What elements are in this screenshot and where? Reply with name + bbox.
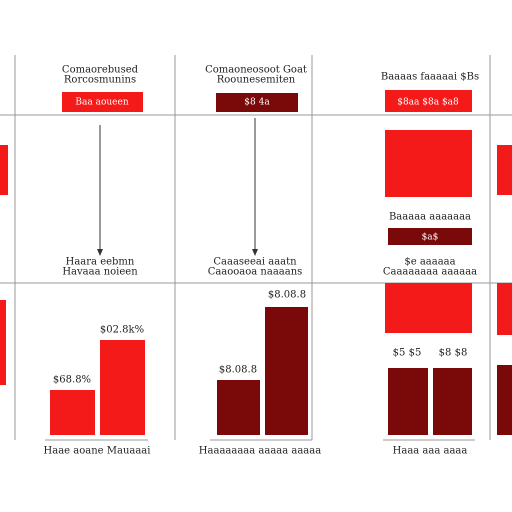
header: Roounesemiten: [217, 75, 296, 86]
box: [385, 130, 472, 197]
button[interactable]: [388, 228, 472, 245]
bar: [433, 368, 472, 435]
bar: [265, 307, 308, 435]
button-label: $8 4a: [244, 98, 270, 108]
edge-box: [497, 145, 512, 195]
bar-label: $8.08.8: [268, 290, 306, 301]
button[interactable]: [385, 90, 472, 112]
button[interactable]: [62, 92, 143, 112]
footer: Haae aoane Mauaaai: [44, 446, 151, 457]
footer: Haaaaaaaa aaaaa aaaaa: [199, 446, 321, 457]
header: Comaorebused: [62, 65, 139, 76]
header: Comaoneosoot Goat: [205, 65, 307, 76]
caption: Caaaaaaaa aaaaaa: [383, 267, 477, 278]
edge-box: [497, 365, 512, 435]
footer: Haaa aaa aaaa: [393, 446, 468, 457]
arrow-head: [97, 249, 103, 256]
caption: $e aaaaaa: [404, 257, 455, 268]
button[interactable]: [216, 93, 298, 112]
bar-label: $8 $8: [439, 348, 468, 359]
sub-text: Baaaaa aaaaaaa: [389, 212, 471, 223]
bar-label: $5 $5: [393, 348, 422, 359]
button-label: Baa aoueen: [75, 98, 128, 108]
bar: [388, 368, 428, 435]
caption: Caaooaoa naaaans: [208, 267, 303, 278]
header: Baaaas faaaaai $Bs: [381, 72, 479, 83]
caption: Havaaa noieen: [62, 267, 138, 278]
button-label: $8aa $8a $a8: [397, 98, 459, 108]
box: [385, 283, 472, 333]
edge-box: [497, 283, 512, 335]
bar-label: $8.08.8: [219, 365, 257, 376]
header: Rorcosmunins: [64, 75, 136, 86]
caption: Caaaseeai aaatn: [213, 257, 297, 268]
bar: [100, 340, 145, 435]
caption: Haara eebmn: [66, 257, 135, 268]
bar-label: $02.8k%: [100, 325, 144, 336]
arrow-head: [252, 249, 258, 256]
edge-box: [0, 300, 6, 385]
button-label: $a$: [422, 233, 439, 243]
edge-box: [0, 145, 8, 195]
bar: [217, 380, 260, 435]
bar: [50, 390, 95, 435]
bar-label: $68.8%: [53, 375, 91, 386]
